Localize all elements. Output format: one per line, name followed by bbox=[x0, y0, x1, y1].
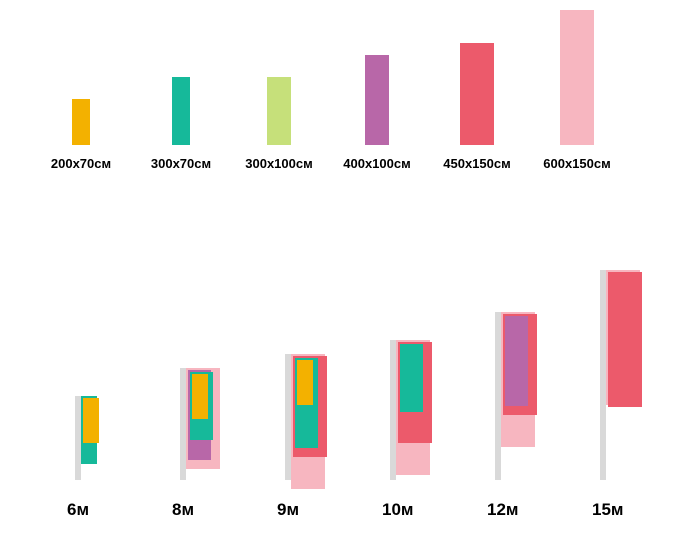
legend-swatch bbox=[365, 55, 389, 145]
legend-swatch bbox=[560, 10, 594, 145]
legend-swatch bbox=[172, 77, 190, 145]
legend-swatch bbox=[72, 99, 90, 145]
pole-label: 8м bbox=[172, 500, 194, 520]
infographic-stage: 200х70см300х70см300х100см400х100см450х15… bbox=[0, 0, 680, 540]
flag bbox=[192, 374, 208, 419]
pole-label: 6м bbox=[67, 500, 89, 520]
pole-label: 9м bbox=[277, 500, 299, 520]
flag bbox=[400, 344, 423, 412]
flag bbox=[297, 360, 313, 405]
pole-label: 10м bbox=[382, 500, 414, 520]
pole-label: 15м bbox=[592, 500, 624, 520]
flag bbox=[83, 398, 99, 443]
legend-swatch bbox=[460, 43, 494, 145]
pole-label: 12м bbox=[487, 500, 519, 520]
flag bbox=[505, 316, 528, 406]
legend-swatch bbox=[267, 77, 291, 145]
flag bbox=[608, 272, 642, 407]
legend-label: 600х150см bbox=[237, 156, 680, 171]
